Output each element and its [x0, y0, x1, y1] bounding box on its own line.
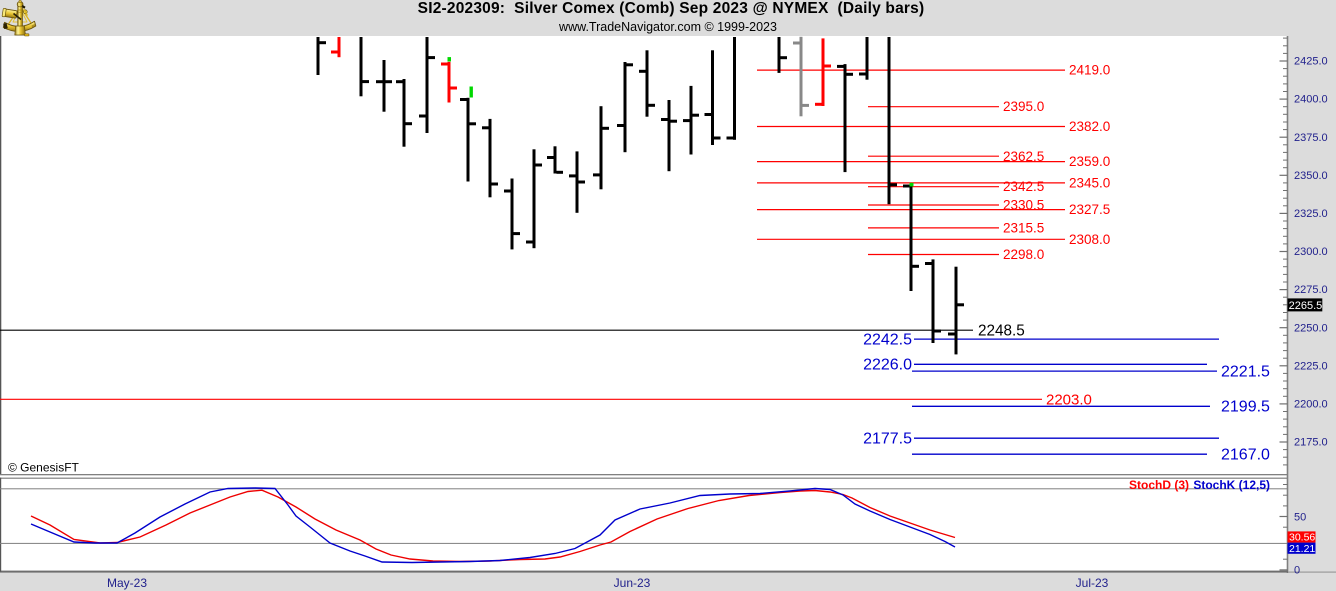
svg-text:2342.5: 2342.5 — [1003, 179, 1044, 194]
svg-text:2199.5: 2199.5 — [1221, 399, 1270, 416]
svg-text:50: 50 — [1294, 511, 1306, 523]
svg-text:2242.5: 2242.5 — [863, 331, 912, 348]
svg-text:2359.0: 2359.0 — [1069, 154, 1110, 169]
svg-text:Jul-23: Jul-23 — [1076, 576, 1109, 590]
svg-text:StochD (3): StochD (3) — [1129, 478, 1189, 492]
svg-text:© GenesisFT: © GenesisFT — [8, 461, 80, 475]
svg-text:StochK (12,5): StochK (12,5) — [1193, 478, 1270, 492]
svg-text:2200.0: 2200.0 — [1294, 399, 1328, 411]
svg-text:21.21: 21.21 — [1289, 543, 1315, 555]
svg-text:2226.0: 2226.0 — [863, 357, 912, 374]
svg-text:2298.0: 2298.0 — [1003, 247, 1044, 262]
svg-text:2265.5: 2265.5 — [1289, 300, 1323, 312]
svg-text:2395.0: 2395.0 — [1003, 99, 1044, 114]
svg-text:2382.0: 2382.0 — [1069, 119, 1110, 134]
svg-text:2300.0: 2300.0 — [1294, 246, 1328, 258]
svg-text:2177.5: 2177.5 — [863, 430, 912, 447]
svg-text:2203.0: 2203.0 — [1046, 392, 1092, 409]
svg-text:Jun-23: Jun-23 — [614, 576, 651, 590]
svg-text:2308.0: 2308.0 — [1069, 232, 1110, 247]
svg-text:2327.5: 2327.5 — [1069, 202, 1110, 217]
svg-text:2425.0: 2425.0 — [1294, 56, 1328, 68]
svg-text:2250.0: 2250.0 — [1294, 322, 1328, 334]
svg-text:2167.0: 2167.0 — [1221, 446, 1270, 463]
svg-text:2350.0: 2350.0 — [1294, 170, 1328, 182]
svg-text:2315.5: 2315.5 — [1003, 220, 1044, 235]
svg-text:2225.0: 2225.0 — [1294, 360, 1328, 372]
svg-text:0: 0 — [1294, 565, 1300, 577]
svg-text:May-23: May-23 — [107, 576, 147, 590]
svg-text:2325.0: 2325.0 — [1294, 208, 1328, 220]
svg-text:2248.5: 2248.5 — [978, 323, 1025, 340]
svg-text:2362.5: 2362.5 — [1003, 149, 1044, 164]
svg-text:2175.0: 2175.0 — [1294, 437, 1328, 449]
svg-text:2330.5: 2330.5 — [1003, 198, 1044, 213]
svg-text:2400.0: 2400.0 — [1294, 94, 1328, 106]
svg-text:2345.0: 2345.0 — [1069, 175, 1110, 190]
svg-text:2375.0: 2375.0 — [1294, 132, 1328, 144]
svg-text:2221.5: 2221.5 — [1221, 363, 1270, 380]
svg-text:30.56: 30.56 — [1289, 532, 1315, 544]
svg-text:2275.0: 2275.0 — [1294, 284, 1328, 296]
svg-text:2419.0: 2419.0 — [1069, 63, 1110, 78]
